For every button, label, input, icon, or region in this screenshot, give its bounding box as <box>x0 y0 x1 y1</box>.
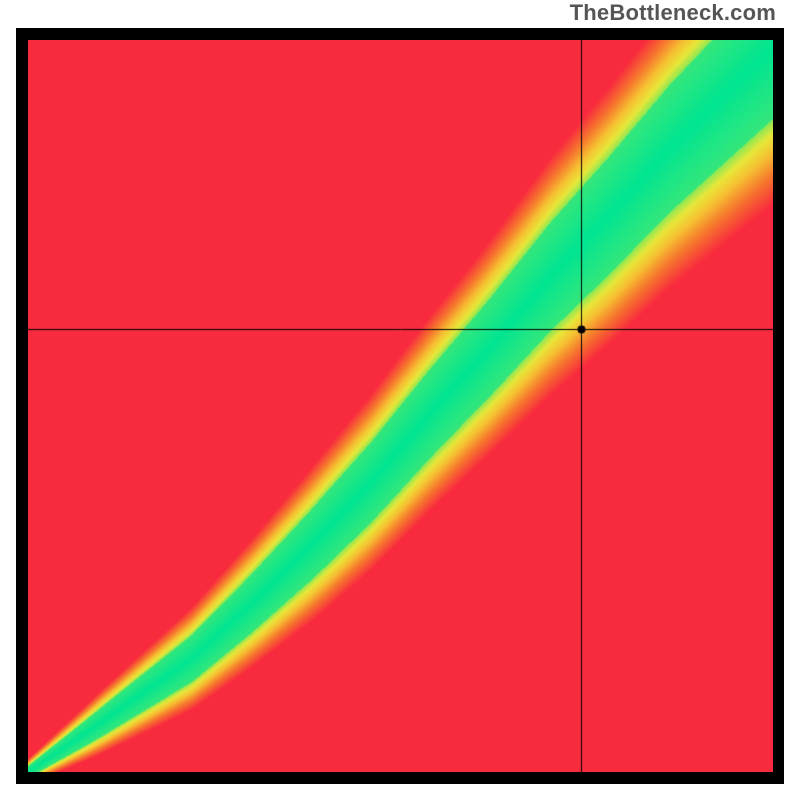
watermark-text: TheBottleneck.com <box>570 0 776 26</box>
heatmap-canvas <box>28 40 773 772</box>
plot-frame <box>16 28 784 784</box>
container: TheBottleneck.com <box>0 0 800 800</box>
